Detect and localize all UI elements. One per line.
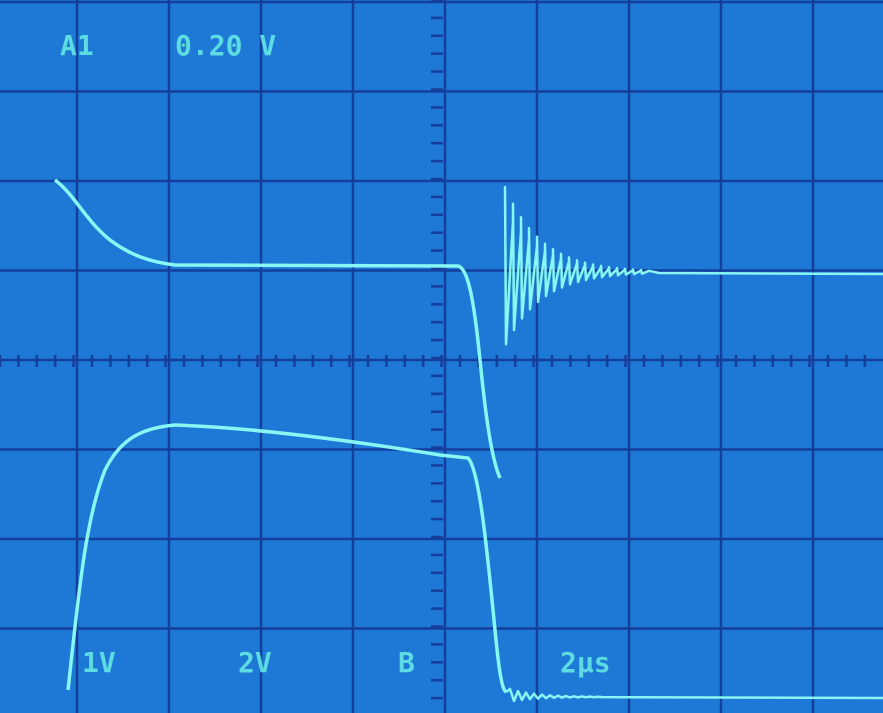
ch2-scale: 2V (238, 646, 272, 679)
trigger-label: B (398, 646, 415, 679)
scale-label: 0.20 V (175, 29, 276, 62)
timebase-label: 2µs (560, 646, 611, 679)
ch1-scale: 1V (82, 646, 116, 679)
channel-label: A1 (60, 29, 94, 62)
oscilloscope-screen: A1 0.20 V 1V 2V B 2µs (0, 0, 883, 713)
